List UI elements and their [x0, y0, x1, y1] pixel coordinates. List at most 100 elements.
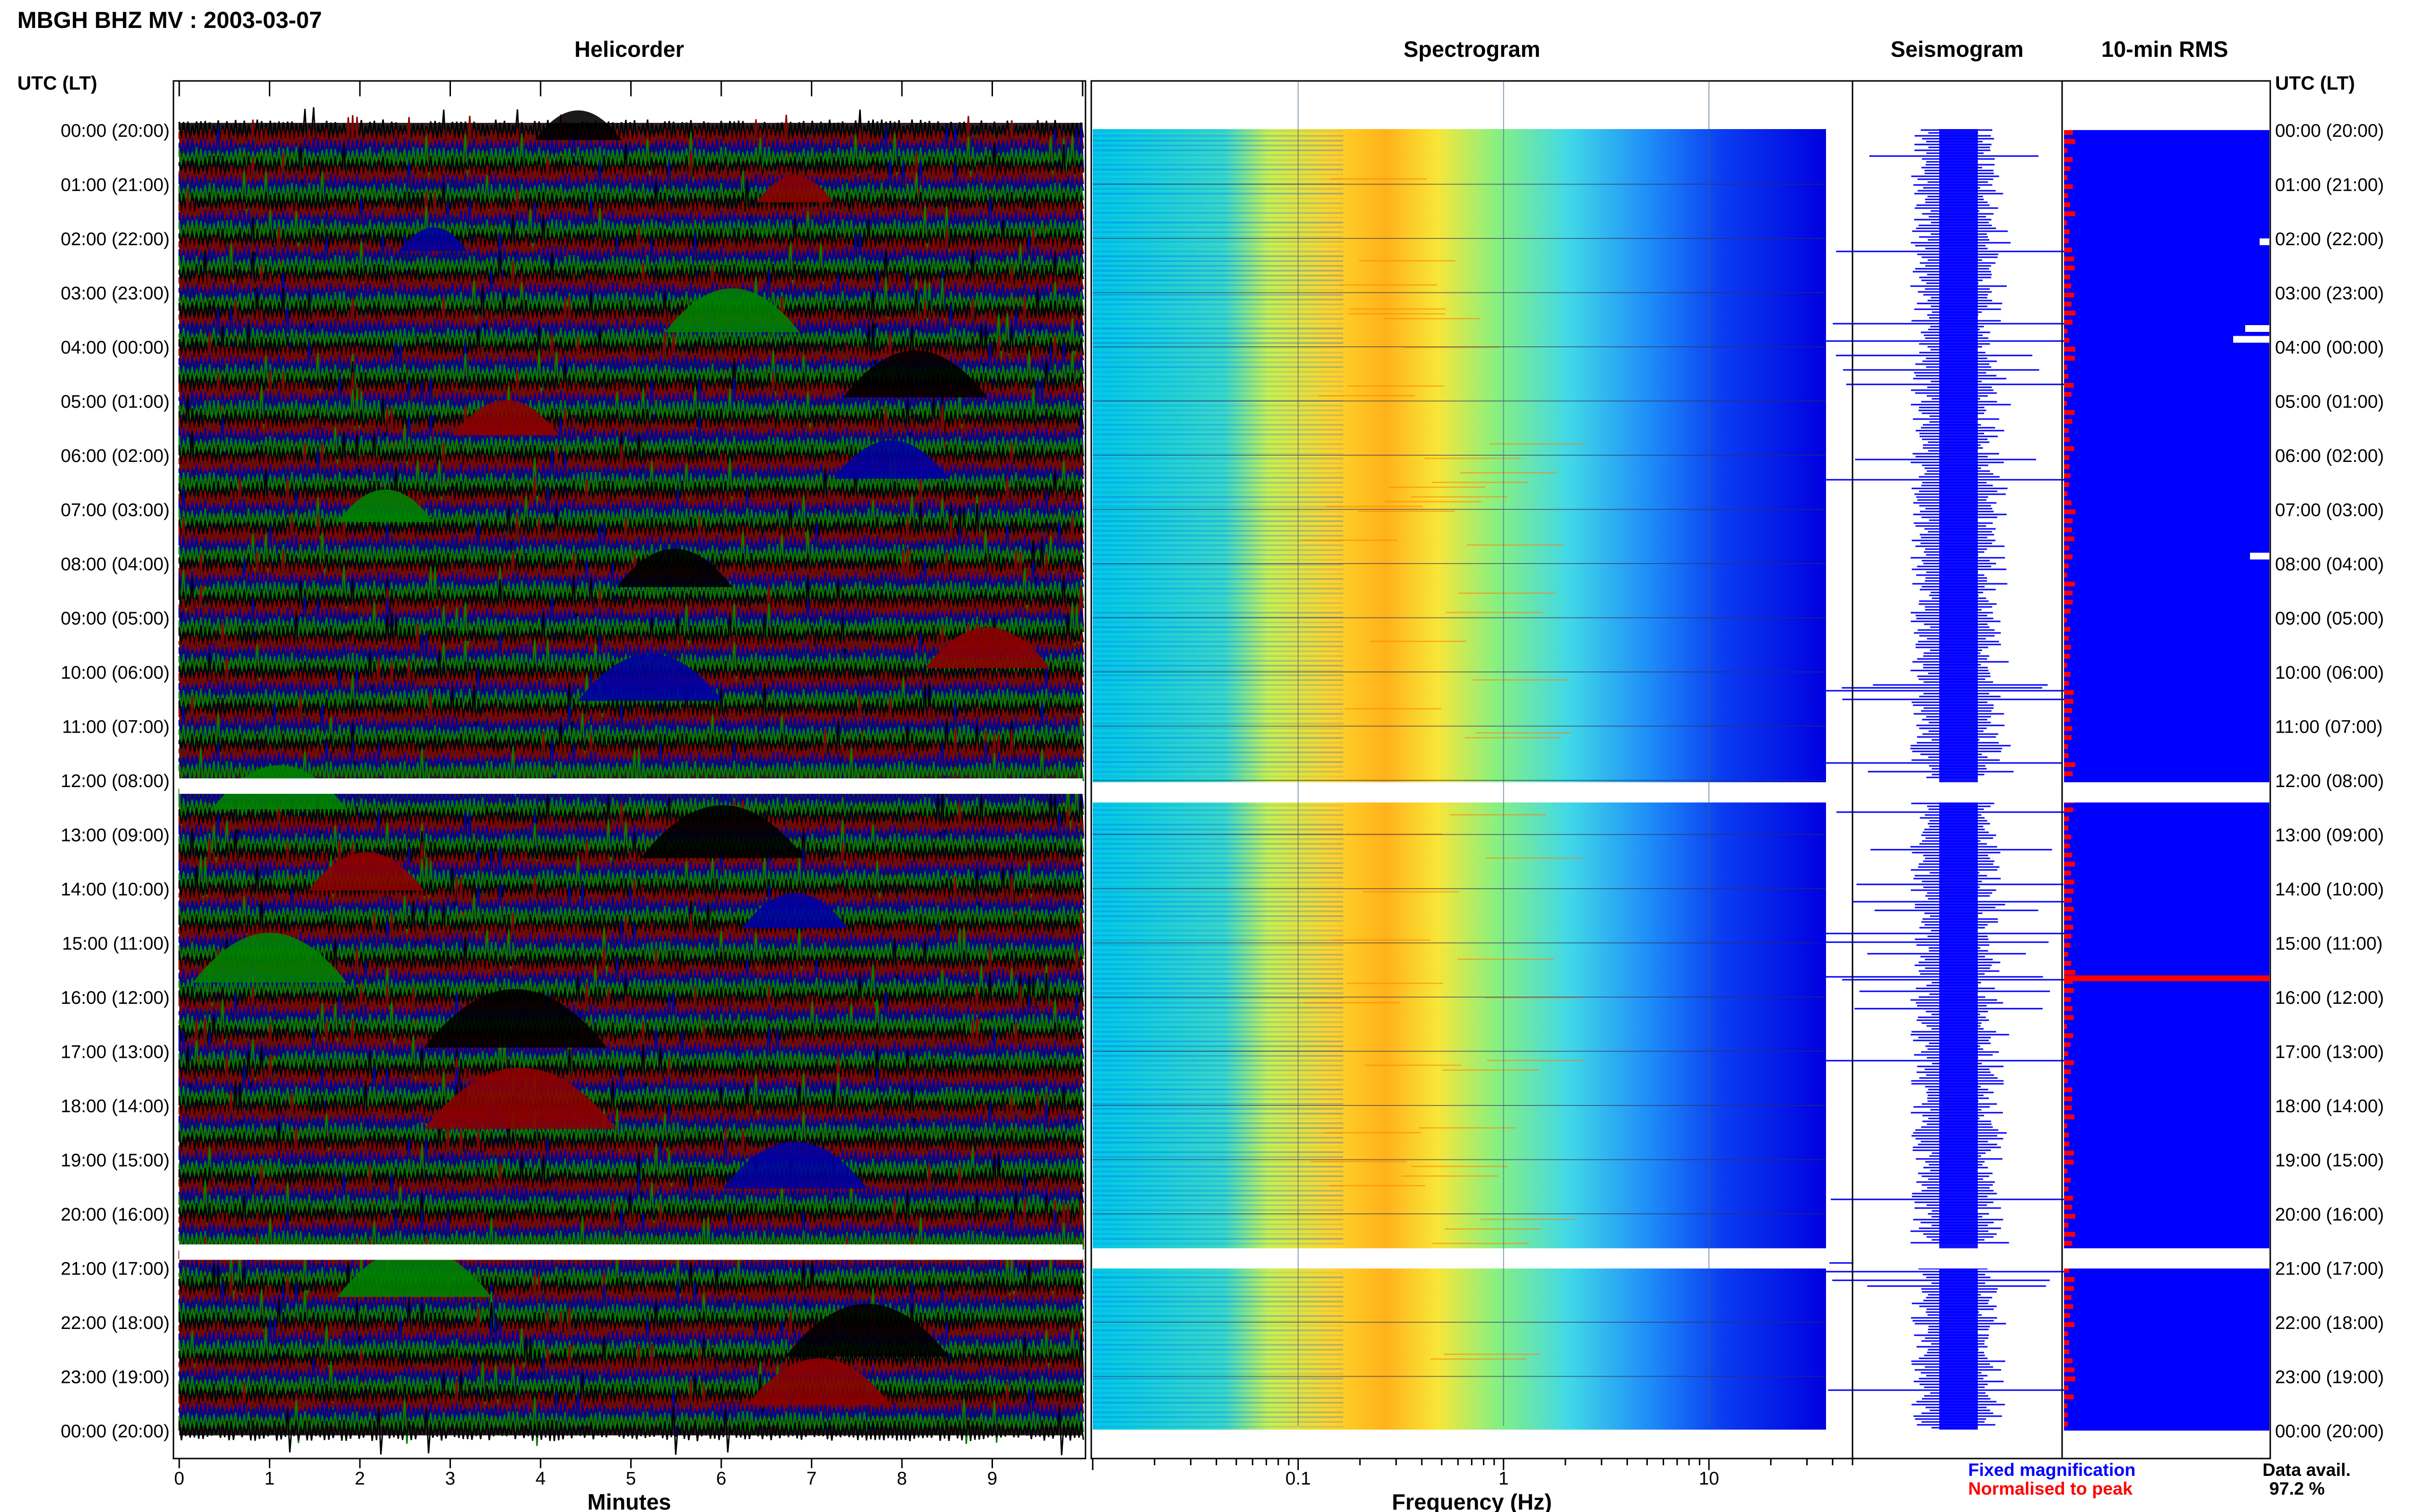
rms-norm-bar	[2064, 897, 2072, 903]
time-label-left: 07:00 (03:00)	[61, 500, 170, 521]
spectrogram-row-streak	[1093, 212, 1343, 214]
spectrogram-row-streak	[1093, 1426, 1343, 1428]
spectrogram-row-streak	[1093, 920, 1343, 922]
spectrogram-row-streak	[1093, 491, 1343, 493]
rms-norm-bar	[2064, 1421, 2068, 1427]
spectrogram-row-streak	[1489, 443, 1586, 445]
time-label-left: 22:00 (18:00)	[61, 1313, 170, 1333]
helicorder-event	[453, 400, 559, 435]
data-availability-label: Data avail.	[2263, 1460, 2351, 1480]
helicorder-x-tick-label: 2	[355, 1469, 365, 1489]
spectrogram-row-streak	[1093, 525, 1343, 527]
rms-gap-marker	[2245, 325, 2269, 332]
spectrogram-row-streak	[1303, 1002, 1400, 1003]
time-label-right: 09:00 (05:00)	[2275, 609, 2384, 629]
spectrogram-row-streak	[1093, 954, 1343, 956]
rms-norm-bar	[2064, 1069, 2071, 1074]
spectrogram-row-streak	[1093, 1156, 1343, 1158]
spectrogram-row-streak	[1093, 1113, 1343, 1115]
rms-norm-bar	[2064, 1096, 2073, 1102]
time-label-left: 06:00 (02:00)	[61, 446, 170, 466]
spectrogram-row-streak	[1093, 308, 1343, 310]
spectrogram-row-streak	[1093, 626, 1343, 628]
spectrogram-row-streak	[1093, 1026, 1343, 1028]
seismogram-gap	[1853, 1248, 2061, 1269]
rms-norm-bar	[2064, 970, 2076, 975]
rms-fill	[2064, 130, 2269, 1431]
spectrogram-row-streak	[1093, 650, 1343, 652]
spectrogram-x-tick-label: 1	[1498, 1469, 1509, 1489]
spectrogram-row-streak	[1093, 1093, 1343, 1095]
rms-norm-bar	[2064, 1205, 2072, 1210]
spectrogram-row-streak	[1093, 915, 1343, 917]
spectrogram-row-streak	[1093, 1199, 1343, 1201]
rms-norm-bar	[2064, 383, 2074, 388]
rms-norm-bar	[2064, 564, 2069, 568]
spectrogram-row-streak	[1443, 1354, 1540, 1355]
spectrogram-row-streak	[1363, 891, 1460, 893]
spectrogram-x-tick-label: 0.1	[1285, 1469, 1311, 1489]
rms-norm-bar	[2064, 220, 2067, 225]
spectrogram-row-streak	[1093, 140, 1343, 142]
spectrogram-row-streak	[1093, 1233, 1343, 1235]
helicorder-trace	[178, 990, 1084, 1040]
helicorder-trace	[178, 467, 1084, 516]
rms-norm-bar	[2064, 681, 2069, 686]
rms-norm-bar	[2064, 536, 2075, 541]
rms-norm-bar	[2064, 1304, 2074, 1309]
helicorder-trace	[178, 520, 1084, 571]
spectrogram-row-streak	[1093, 694, 1343, 696]
spectrogram-row-streak	[1329, 1185, 1426, 1186]
rms-norm-bar	[2064, 247, 2072, 252]
spectrogram-row-streak	[1093, 872, 1343, 874]
rms-norm-bar	[2064, 600, 2073, 605]
helicorder-trace	[178, 205, 1084, 254]
spectrogram-row-streak	[1093, 477, 1343, 479]
spectrogram-row-streak	[1093, 1334, 1343, 1336]
rms-norm-bar	[2064, 717, 2070, 722]
spectrogram-row-streak	[1472, 679, 1569, 681]
spectrogram-row-streak	[1093, 934, 1343, 936]
spectrogram-row-streak	[1093, 1325, 1343, 1327]
helicorder-x-tick-label: 9	[987, 1469, 997, 1489]
spectrogram-row-streak	[1093, 910, 1343, 912]
spectrogram-row-streak	[1432, 482, 1529, 483]
time-label-right: 06:00 (02:00)	[2275, 446, 2384, 466]
spectrogram-row-streak	[1370, 641, 1467, 642]
spectrogram-row-streak	[1093, 645, 1343, 647]
panel-title-seismogram: Seismogram	[1891, 37, 2024, 62]
rms-norm-bar	[2064, 644, 2071, 650]
helicorder-trace	[178, 107, 1084, 153]
helicorder-trace	[178, 1190, 1084, 1237]
helicorder-trace	[178, 547, 1084, 598]
rms-norm-bar	[2064, 464, 2070, 469]
rms-norm-bar	[2064, 256, 2074, 262]
rms-norm-bar	[2064, 943, 2070, 948]
helicorder-trace	[178, 828, 1084, 878]
time-label-right: 15:00 (11:00)	[2275, 934, 2383, 954]
spectrogram-row-streak	[1093, 843, 1343, 845]
helicorder-trace	[178, 1099, 1084, 1148]
spectrogram-row-streak	[1093, 1411, 1343, 1413]
rms-norm-bar	[2064, 816, 2069, 821]
spectrogram-row-streak	[1093, 395, 1343, 397]
time-label-right: 23:00 (19:00)	[2275, 1367, 2384, 1388]
spectrogram-row-streak	[1093, 434, 1343, 435]
spectrogram-row-streak	[1093, 1228, 1343, 1230]
helicorder-trace	[178, 1288, 1084, 1338]
rms-norm-bar	[2064, 428, 2069, 433]
helicorder-trace	[178, 611, 1084, 661]
time-label-right: 10:00 (06:00)	[2275, 663, 2384, 683]
spectrogram-row-streak	[1093, 1098, 1343, 1100]
rms-norm-bar	[2064, 1169, 2068, 1174]
time-label-left: 19:00 (15:00)	[61, 1151, 170, 1171]
helicorder-event	[193, 933, 347, 983]
spectrogram-row-streak	[1093, 698, 1343, 700]
rms-norm-bar	[2064, 1186, 2069, 1192]
helicorder-trace	[178, 539, 1084, 588]
spectrogram-row-streak	[1093, 992, 1343, 994]
spectrogram-row-streak	[1093, 1084, 1343, 1086]
spectrogram-row-streak	[1093, 376, 1343, 378]
rms-norm-bar	[2064, 1268, 2070, 1273]
